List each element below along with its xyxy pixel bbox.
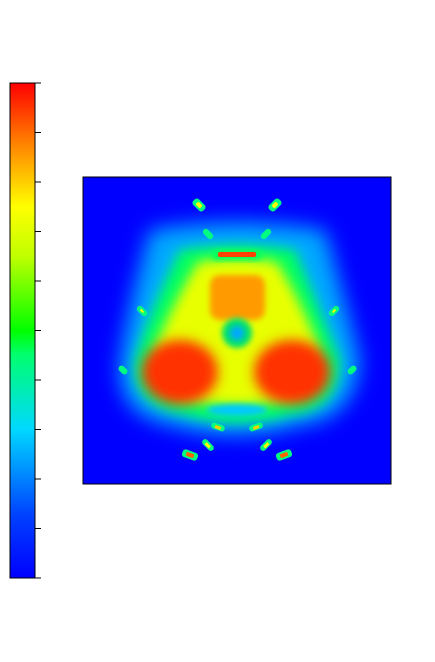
orange-arch (210, 275, 265, 320)
spot (268, 198, 282, 212)
spot (347, 365, 357, 375)
heatmap-plot (83, 177, 391, 484)
colorbar-ticks (35, 82, 41, 579)
center-ring (222, 318, 252, 348)
spot (136, 305, 148, 317)
colorbar-gradient (9, 82, 36, 579)
spot (260, 439, 272, 451)
spot (275, 449, 293, 461)
orange-region (210, 275, 265, 320)
spot (202, 228, 214, 240)
red-lobes (142, 340, 330, 404)
colorbar (9, 82, 41, 579)
spot (192, 198, 206, 212)
spot (211, 422, 225, 432)
bottom-notch (207, 404, 267, 416)
spot (118, 365, 128, 375)
spot (260, 228, 272, 240)
spot (249, 422, 263, 432)
right-lobe (254, 340, 330, 404)
top-bar (212, 250, 262, 260)
small-spots (118, 198, 357, 461)
plot-frame (82, 176, 392, 485)
spot (181, 449, 199, 461)
spot (328, 305, 340, 317)
left-lobe (142, 340, 218, 404)
